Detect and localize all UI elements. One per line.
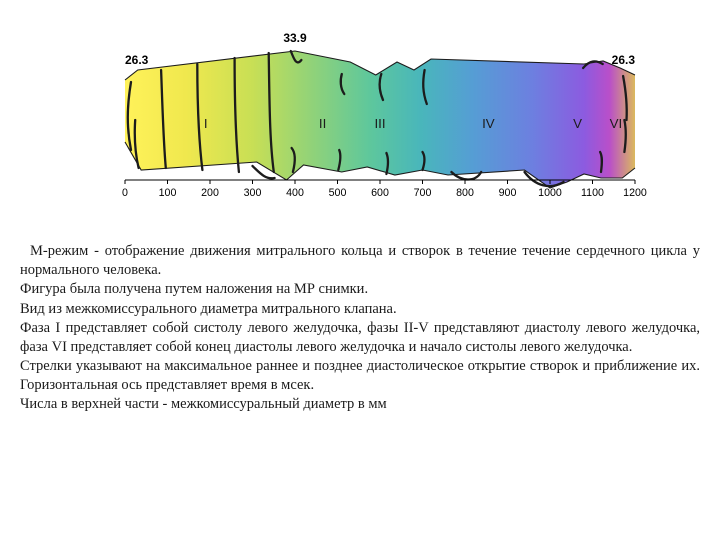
- top-diameter-label: 26.3: [125, 53, 149, 67]
- phase-label: II: [319, 116, 326, 131]
- x-tick-label: 800: [456, 187, 474, 199]
- caption-p1: М-режим - отображение движения митрально…: [20, 242, 700, 279]
- phase-label: III: [374, 116, 385, 131]
- x-tick-label: 500: [329, 187, 347, 199]
- x-tick-label: 1200: [623, 187, 647, 199]
- caption-p2: Фигура была получена путем наложения на …: [20, 280, 700, 299]
- x-tick-label: 0: [122, 187, 128, 199]
- x-tick-label: 1000: [538, 187, 562, 199]
- phase-label: I: [204, 116, 208, 131]
- phase-label: VI: [610, 116, 623, 131]
- x-tick-label: 400: [286, 187, 304, 199]
- m-mode-svg: 0 100 200 300 400 500 600 700 800 900 1000 1100 1200…: [95, 20, 665, 220]
- x-tick-label: 700: [414, 187, 432, 199]
- caption-block: М-режим - отображение движения митрально…: [20, 242, 700, 414]
- phase-label: IV: [482, 116, 495, 131]
- x-tick-label: 200: [201, 187, 219, 199]
- top-diameter-label: 26.3: [612, 53, 636, 67]
- x-tick-label: 1100: [581, 187, 604, 199]
- caption-p5: Стрелки указывают на максимальное раннее…: [20, 357, 700, 394]
- x-tick-label: 100: [159, 187, 177, 199]
- caption-p6: Числа в верхней части - межкомиссуральны…: [20, 395, 700, 414]
- top-diameter-label: 33.9: [283, 31, 307, 45]
- x-tick-label: 600: [371, 187, 389, 199]
- m-mode-figure: 0 100 200 300 400 500 600 700 800 900 1000 1100 1200…: [95, 20, 665, 220]
- x-tick-label: 900: [499, 187, 517, 199]
- phase-label: V: [573, 116, 582, 131]
- caption-p3: Вид из межкомиссурального диаметра митра…: [20, 300, 700, 319]
- caption-p4: Фаза I представляет собой систолу левого…: [20, 319, 700, 356]
- x-tick-label: 300: [244, 187, 262, 199]
